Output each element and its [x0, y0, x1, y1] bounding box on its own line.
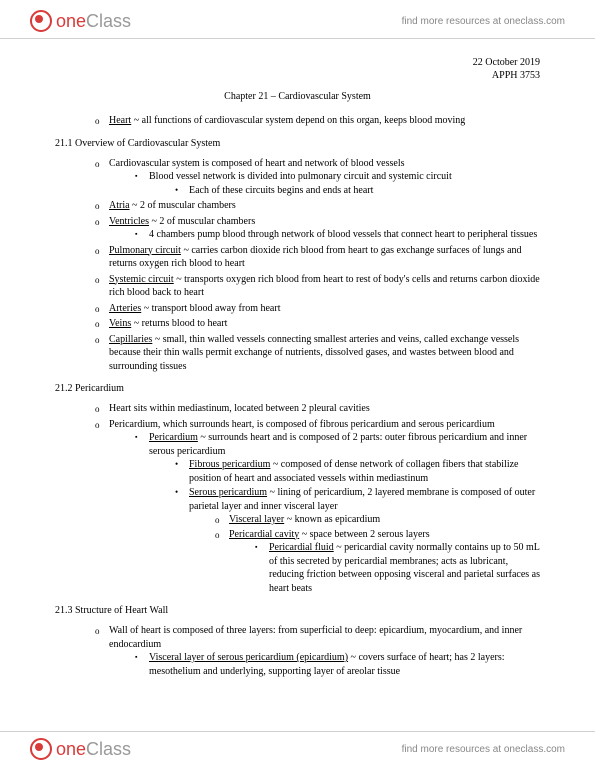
document-body: 22 October 2019 APPH 3753 Chapter 21 – C…	[0, 39, 595, 698]
page-header: oneClass find more resources at oneclass…	[0, 0, 595, 39]
logo-icon	[30, 738, 52, 760]
list-item: Wall of heart is composed of three layer…	[95, 624, 540, 678]
list-item: Blood vessel network is divided into pul…	[135, 170, 540, 197]
intro-list: Heart ~ all functions of cardiovascular …	[55, 114, 540, 128]
logo-text-one: one	[56, 11, 86, 32]
list-item: Systemic circuit ~ transports oxygen ric…	[95, 273, 540, 300]
chapter-title: Chapter 21 – Cardiovascular System	[55, 91, 540, 102]
list-item: Pericardial cavity ~ space between 2 ser…	[215, 528, 540, 596]
section-21-2-list: Heart sits within mediastinum, located b…	[55, 402, 540, 595]
brand-logo: oneClass	[30, 10, 131, 32]
section-21-1-list: Cardiovascular system is composed of hea…	[55, 157, 540, 374]
resources-link-footer[interactable]: find more resources at oneclass.com	[402, 744, 565, 755]
logo-icon	[30, 10, 52, 32]
logo-text-class: Class	[86, 739, 131, 760]
page-footer: oneClass find more resources at oneclass…	[0, 731, 595, 770]
list-item: Cardiovascular system is composed of hea…	[95, 157, 540, 198]
section-21-3-list: Wall of heart is composed of three layer…	[55, 624, 540, 678]
list-item: Arteries ~ transport blood away from hea…	[95, 302, 540, 316]
resources-link[interactable]: find more resources at oneclass.com	[402, 16, 565, 27]
list-item: Pulmonary circuit ~ carries carbon dioxi…	[95, 244, 540, 271]
logo-text-class: Class	[86, 11, 131, 32]
list-item: Heart sits within mediastinum, located b…	[95, 402, 540, 416]
list-item: Fibrous pericardium ~ composed of dense …	[175, 458, 540, 485]
list-item: Ventricles ~ 2 of muscular chambers 4 ch…	[95, 215, 540, 242]
section-21-1-head: 21.1 Overview of Cardiovascular System	[55, 138, 540, 149]
list-item: Pericardial fluid ~ pericardial cavity n…	[255, 541, 540, 595]
course-code: APPH 3753	[55, 70, 540, 81]
list-item: Veins ~ returns blood to heart	[95, 317, 540, 331]
list-item: Visceral layer ~ known as epicardium	[215, 513, 540, 527]
section-21-2-head: 21.2 Pericardium	[55, 383, 540, 394]
section-21-3-head: 21.3 Structure of Heart Wall	[55, 605, 540, 616]
heart-def: Heart ~ all functions of cardiovascular …	[95, 114, 540, 128]
list-item: Capillaries ~ small, thin walled vessels…	[95, 333, 540, 374]
list-item: Visceral layer of serous pericardium (ep…	[135, 651, 540, 678]
brand-logo-footer: oneClass	[30, 738, 131, 760]
list-item: Pericardium, which surrounds heart, is c…	[95, 418, 540, 596]
date: 22 October 2019	[55, 57, 540, 68]
list-item: 4 chambers pump blood through network of…	[135, 228, 540, 242]
logo-text-one: one	[56, 739, 86, 760]
list-item: Each of these circuits begins and ends a…	[175, 184, 540, 198]
list-item: Atria ~ 2 of muscular chambers	[95, 199, 540, 213]
list-item: Pericardium ~ surrounds heart and is com…	[135, 431, 540, 595]
list-item: Serous pericardium ~ lining of pericardi…	[175, 486, 540, 595]
